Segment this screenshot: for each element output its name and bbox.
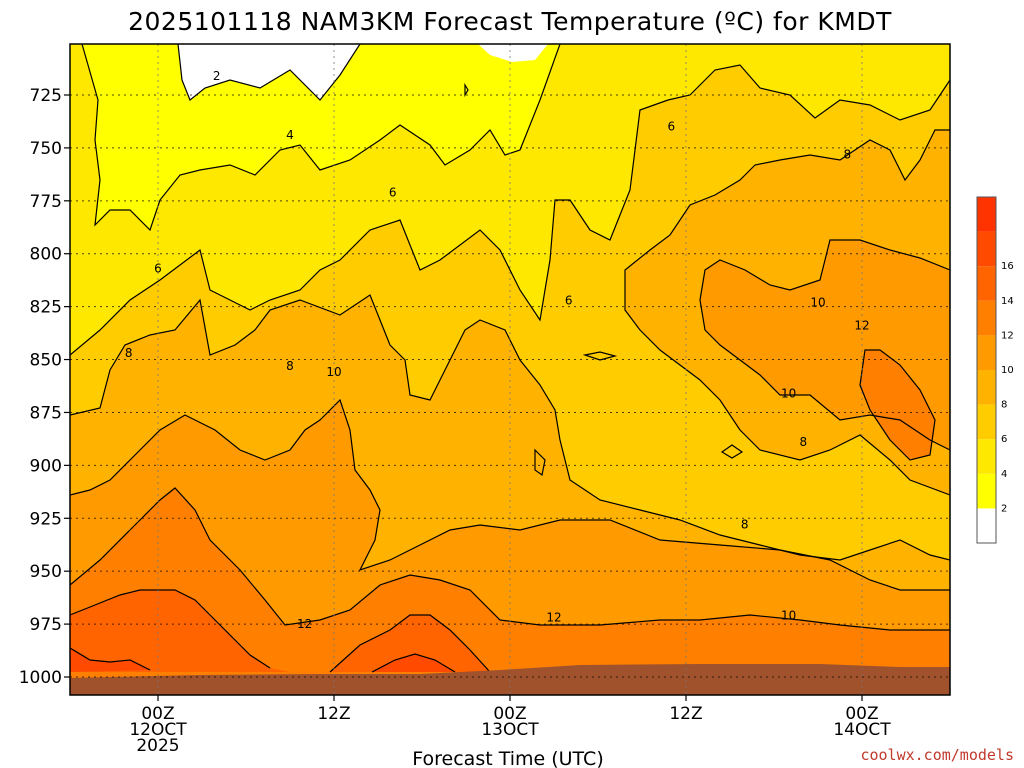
band-warm-14-16 xyxy=(70,590,510,672)
y-tick-label: 725 xyxy=(30,86,62,106)
credit-link[interactable]: coolwx.com/models xyxy=(860,746,1014,764)
x-tick-label: 00Z xyxy=(845,704,878,724)
x-axis-label: Forecast Time (UTC) xyxy=(412,748,603,768)
contour-label: 8 xyxy=(844,147,852,161)
contour-label: 6 xyxy=(154,262,162,276)
y-tick-label: 900 xyxy=(30,456,62,476)
legend-swatch xyxy=(977,266,996,301)
legend-label: 8 xyxy=(1001,400,1007,411)
x-tick-label: 12OCT xyxy=(129,720,187,740)
legend-swatch xyxy=(977,508,996,543)
y-tick-label: 750 xyxy=(30,139,62,159)
y-tick-label: 800 xyxy=(30,245,62,265)
band-warm-16-18 xyxy=(70,648,150,672)
x-tick-label: 2025 xyxy=(136,736,179,756)
y-tick-label: 775 xyxy=(30,192,62,212)
legend-swatch xyxy=(977,231,996,267)
y-axis: 725 750 775 800 825 850 875 900 925 950 975 1000 xyxy=(19,86,70,688)
contour-label: 12 xyxy=(854,319,869,333)
y-tick-label: 950 xyxy=(30,562,62,582)
x-tick-label: 12Z xyxy=(317,704,350,724)
color-legend: 2 4 6 8 10 12 14 16 xyxy=(976,196,1014,544)
contour-label: 12 xyxy=(297,617,312,631)
x-tick-label: 00Z xyxy=(493,704,526,724)
legend-swatch xyxy=(977,197,996,232)
band-warm-12-14-upper xyxy=(860,350,935,460)
legend-swatch xyxy=(977,439,996,474)
contour-label: 6 xyxy=(668,120,676,134)
legend-frame xyxy=(976,196,997,544)
legend-label: 2 xyxy=(1001,503,1007,514)
y-tick-label: 825 xyxy=(30,298,62,318)
contour-label: 8 xyxy=(741,518,749,532)
band-freezing xyxy=(178,44,360,100)
contour-label: 10 xyxy=(810,295,825,309)
x-tick-label: 00Z xyxy=(141,704,174,724)
x-tick-label: 12Z xyxy=(669,704,702,724)
legend-label: 14 xyxy=(1001,296,1014,307)
legend-swatch xyxy=(977,370,996,405)
contour-label: 10 xyxy=(781,609,796,623)
contour-label: 8 xyxy=(286,359,294,373)
contour-label: 6 xyxy=(389,185,397,199)
band-warm-12-14 xyxy=(70,488,950,695)
legend-swatch xyxy=(977,404,996,440)
band-freezing-b xyxy=(478,44,548,62)
legend-label: 4 xyxy=(1001,469,1007,480)
plot-area: 2 4 6 6 6 6 8 8 8 8 8 10 10 10 10 12 12 12 xyxy=(70,44,950,695)
y-tick-label: 925 xyxy=(30,509,62,529)
legend-label: 10 xyxy=(1001,365,1014,376)
contour-label: 4 xyxy=(286,128,294,142)
contour-label: 8 xyxy=(125,346,133,360)
x-tick-label: 13OCT xyxy=(481,720,539,740)
y-tick-label: 875 xyxy=(30,403,62,423)
y-tick-label: 975 xyxy=(30,615,62,635)
grid-lines xyxy=(70,44,950,695)
x-tick-label: 14OCT xyxy=(833,720,891,740)
legend-label: 6 xyxy=(1001,434,1007,445)
chart-title: 2025101118 NAM3KM Forecast Temperature (… xyxy=(128,7,892,36)
contour-label: 10 xyxy=(326,365,341,379)
contour-label: 2 xyxy=(213,69,221,83)
contour-labels: 2 4 6 6 6 6 8 8 8 8 8 10 10 10 10 12 12 12 xyxy=(125,69,870,631)
contour-label: 10 xyxy=(781,386,796,400)
legend-label: 12 xyxy=(1001,330,1014,341)
contour-label: 8 xyxy=(800,435,808,449)
y-tick-label: 850 xyxy=(30,351,62,371)
legend-swatch xyxy=(977,335,996,370)
legend-swatch xyxy=(977,300,996,336)
band-warm-16-18-b xyxy=(372,654,455,672)
contour-label: 12 xyxy=(546,611,561,625)
contour-label: 6 xyxy=(565,293,573,307)
legend-label: 16 xyxy=(1001,261,1014,272)
ground-surface xyxy=(70,664,950,695)
legend-swatch xyxy=(977,473,996,509)
y-tick-label: 1000 xyxy=(19,668,62,688)
contour-lines xyxy=(70,44,950,673)
